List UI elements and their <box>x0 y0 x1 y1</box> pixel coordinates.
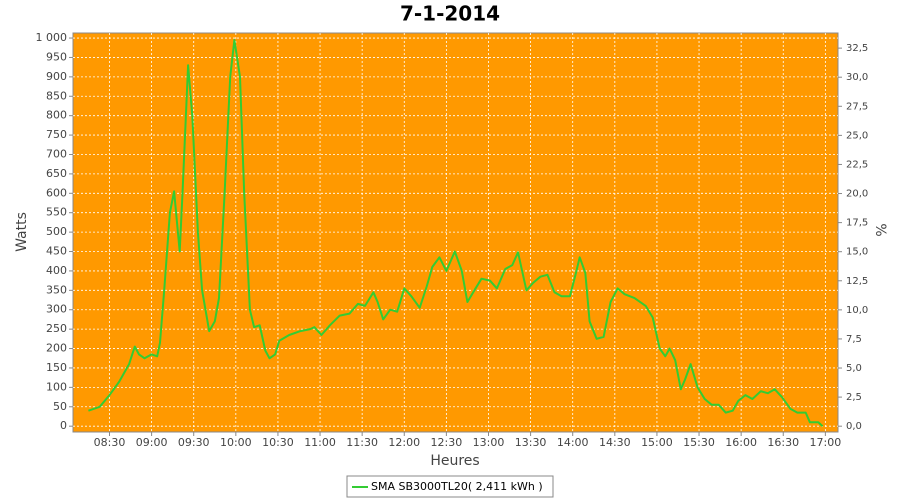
y2-tick-label: 5,0 <box>846 363 862 374</box>
legend-box <box>346 475 554 498</box>
y2-tick-label: 12,5 <box>846 276 868 287</box>
y2-tick-label: 25,0 <box>846 130 868 141</box>
y-tick-label: 150 <box>46 361 67 374</box>
x-tick-label: 11:00 <box>304 436 336 449</box>
y-tick-label: 300 <box>46 303 67 316</box>
y2-tick-label: 2,5 <box>846 392 862 403</box>
x-tick-label: 09:30 <box>178 436 210 449</box>
y-tick-label: 600 <box>46 186 67 199</box>
y2-tick-label: 22,5 <box>846 159 868 170</box>
y-tick-label: 450 <box>46 245 67 258</box>
x-tick-label: 17:00 <box>810 436 842 449</box>
y-tick-label: 250 <box>46 322 67 335</box>
x-tick-label: 14:00 <box>557 436 589 449</box>
y2-tick-label: 30,0 <box>846 72 868 83</box>
y2-tick-label: 27,5 <box>846 101 868 112</box>
y-tick-label: 100 <box>46 380 67 393</box>
y2-tick-label: 17,5 <box>846 218 868 229</box>
legend-label: SMA SB3000TL20( 2,411 kWh ) <box>371 480 543 493</box>
y-tick-label: 800 <box>46 109 67 122</box>
y-tick-label: 550 <box>46 206 67 219</box>
y2-tick-label: 0,0 <box>846 421 862 432</box>
x-tick-label: 10:30 <box>262 436 294 449</box>
y-tick-label: 900 <box>46 70 67 83</box>
y2-tick-label: 20,0 <box>846 189 868 200</box>
x-tick-label: 14:30 <box>599 436 631 449</box>
x-tick-label: 15:00 <box>641 436 673 449</box>
y-tick-label: 350 <box>46 283 67 296</box>
y2-tick-label: 7,5 <box>846 334 862 345</box>
chart-title: 7-1-2014 <box>400 2 500 26</box>
x-tick-label: 16:00 <box>725 436 757 449</box>
series-line <box>88 39 824 427</box>
y-tick-label: 750 <box>46 128 67 141</box>
x-tick-label: 10:00 <box>220 436 252 449</box>
y-tick-label: 50 <box>53 400 67 413</box>
y-axis-title: Watts <box>14 212 30 252</box>
x-tick-label: 08:30 <box>94 436 126 449</box>
y2-axis-title: % <box>872 223 888 236</box>
x-tick-label: 11:30 <box>346 436 378 449</box>
x-tick-label: 13:30 <box>515 436 547 449</box>
y-tick-label: 700 <box>46 147 67 160</box>
x-tick-label: 16:30 <box>767 436 799 449</box>
x-axis-title: Heures <box>430 453 479 469</box>
y-tick-label: 850 <box>46 89 67 102</box>
y2-tick-label: 32,5 <box>846 43 868 54</box>
x-tick-label: 09:00 <box>136 436 168 449</box>
y-tick-label: 650 <box>46 167 67 180</box>
y-tick-label: 400 <box>46 264 67 277</box>
y2-tick-label: 15,0 <box>846 247 868 258</box>
y-tick-label: 0 <box>60 419 67 432</box>
y2-tick-label: 10,0 <box>846 305 868 316</box>
x-tick-label: 13:00 <box>473 436 505 449</box>
x-tick-label: 15:30 <box>683 436 715 449</box>
y-tick-label: 200 <box>46 342 67 355</box>
x-tick-label: 12:30 <box>431 436 463 449</box>
y-tick-label: 950 <box>46 50 67 63</box>
y-tick-label: 500 <box>46 225 67 238</box>
y-tick-label: 1 000 <box>36 31 68 44</box>
x-tick-label: 12:00 <box>388 436 420 449</box>
